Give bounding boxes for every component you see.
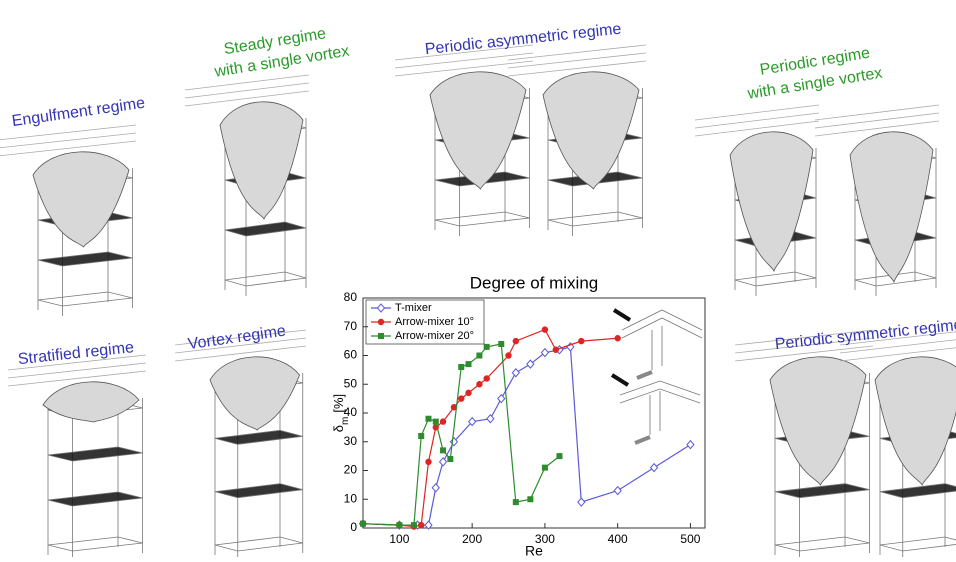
- vortex-surface: [850, 132, 933, 282]
- point: [466, 361, 472, 367]
- y-axis-symbol: δ: [331, 425, 346, 432]
- wireframe: [815, 105, 939, 120]
- point: [425, 459, 431, 465]
- point: [542, 326, 548, 332]
- point: [553, 347, 559, 353]
- y-tick-label: 70: [344, 319, 358, 333]
- point: [418, 433, 424, 439]
- point: [396, 522, 402, 528]
- point: [425, 416, 431, 422]
- figure: Engulfment regime Steady regime with a s…: [0, 0, 956, 557]
- vortex-surface: [220, 102, 303, 219]
- wireframe: [185, 75, 309, 90]
- point: [418, 522, 424, 528]
- point: [458, 364, 464, 370]
- legend-label: T-mixer: [395, 302, 432, 314]
- wireframe: [508, 53, 646, 68]
- slice: [548, 212, 643, 226]
- point: [465, 390, 471, 396]
- x-tick-label: 100: [389, 532, 409, 546]
- slice: [48, 537, 143, 551]
- y-tick-label: 20: [344, 463, 358, 477]
- y-tick-label: 0: [350, 520, 357, 534]
- wireframe: [185, 83, 309, 98]
- wireframe: [0, 133, 136, 148]
- x-tick-label: 300: [535, 532, 555, 546]
- wireframe: [185, 91, 309, 106]
- legend-label: Arrow-mixer 10°: [395, 316, 474, 328]
- wireframe: [695, 121, 819, 136]
- wireframe: [815, 113, 939, 128]
- point: [513, 499, 519, 505]
- point: [556, 453, 562, 459]
- point: [505, 352, 511, 358]
- legend-marker: [378, 333, 384, 339]
- y-tick-label: 30: [344, 434, 358, 448]
- point: [433, 419, 439, 425]
- y-tick-label: 80: [344, 290, 358, 304]
- regime-label: Periodic asymmetric regime: [424, 21, 622, 59]
- regime-label: Vortex regime: [187, 323, 287, 354]
- y-tick-label: 40: [344, 405, 358, 419]
- slice: [225, 222, 306, 236]
- slice: [38, 252, 133, 266]
- point: [440, 418, 446, 424]
- chart-title: Degree of mixing: [470, 273, 599, 292]
- point: [458, 395, 464, 401]
- slice: [215, 484, 303, 498]
- wireframe: [695, 105, 819, 120]
- point: [498, 341, 504, 347]
- slice: [48, 492, 143, 506]
- vortex-surface: [430, 72, 526, 189]
- wireframe: [695, 113, 819, 128]
- legend-marker: [378, 319, 384, 325]
- point: [411, 522, 417, 528]
- slice: [215, 537, 303, 551]
- slice: [48, 447, 143, 461]
- slice: [435, 212, 530, 226]
- point: [513, 338, 519, 344]
- legend-label: Arrow-mixer 20°: [395, 330, 474, 342]
- slice: [215, 430, 303, 444]
- vortex-surface: [33, 152, 129, 247]
- slice: [775, 484, 870, 498]
- point: [476, 353, 482, 359]
- x-tick-label: 500: [680, 532, 700, 546]
- slice: [38, 292, 133, 306]
- regime-label: Stratified regime: [17, 339, 135, 368]
- x-tick-label: 400: [608, 532, 628, 546]
- point: [476, 381, 482, 387]
- x-tick-label: 200: [462, 532, 482, 546]
- point: [484, 375, 490, 381]
- vortex-surface: [770, 357, 866, 485]
- slice: [225, 272, 306, 286]
- point: [447, 456, 453, 462]
- point: [484, 344, 490, 350]
- chart: Degree of mixingReδm[%]10020030040050001…: [331, 273, 705, 557]
- regime-label: Periodic symmetric regime: [774, 317, 956, 354]
- point: [542, 465, 548, 471]
- y-tick-label: 50: [344, 376, 358, 390]
- slice: [735, 272, 816, 286]
- point: [360, 521, 366, 527]
- y-tick-label: 60: [344, 348, 358, 362]
- vortex-surface: [875, 357, 956, 485]
- wireframe: [815, 121, 939, 136]
- wireframe: [395, 53, 533, 68]
- vortex-surface: [730, 132, 813, 271]
- slice: [775, 537, 870, 551]
- point: [614, 335, 620, 341]
- vortex-surface: [43, 382, 139, 422]
- y-tick-label: 10: [344, 491, 358, 505]
- vortex-surface: [543, 72, 639, 189]
- point: [578, 338, 584, 344]
- regime-label: Engulfment regime: [11, 95, 146, 131]
- point: [527, 496, 533, 502]
- point: [440, 447, 446, 453]
- vortex-surface: [210, 357, 300, 430]
